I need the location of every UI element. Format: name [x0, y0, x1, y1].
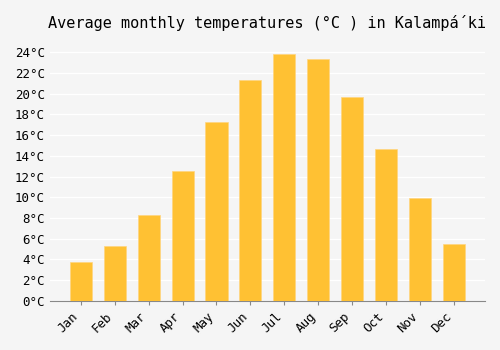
Bar: [138, 215, 160, 301]
Bar: [206, 122, 228, 301]
Bar: [308, 60, 330, 301]
Bar: [240, 80, 262, 301]
Bar: [409, 198, 432, 301]
Bar: [70, 261, 92, 301]
Title: Average monthly temperatures (°C ) in Kalampá́ki: Average monthly temperatures (°C ) in Ka…: [48, 15, 486, 31]
Bar: [104, 246, 126, 301]
Bar: [342, 97, 363, 301]
Bar: [375, 149, 398, 301]
Bar: [172, 172, 194, 301]
Bar: [443, 244, 465, 301]
Bar: [274, 54, 295, 301]
